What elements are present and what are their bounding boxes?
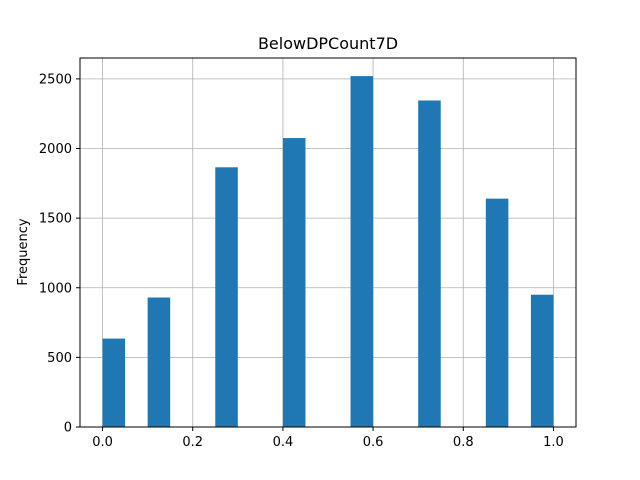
- x-tick-label-2: 0.4: [273, 435, 294, 450]
- histogram-bar-2: [215, 167, 238, 427]
- x-tick-label-0: 0.0: [92, 435, 113, 450]
- y-tick-label-1: 500: [47, 351, 72, 366]
- histogram-bar-1: [147, 297, 171, 427]
- chart-title: BelowDPCount7D: [258, 34, 398, 53]
- y-tick-label-2: 1000: [39, 281, 72, 296]
- x-tick-label-5: 1.0: [543, 435, 564, 450]
- plot-area-frame: [79, 57, 577, 428]
- histogram-bar-3: [282, 138, 306, 427]
- y-tick-label-3: 1500: [39, 212, 72, 227]
- histogram-bars: [102, 76, 554, 428]
- histogram-bar-6: [485, 198, 509, 427]
- histogram-bar-0: [102, 338, 126, 427]
- histogram-bar-5: [418, 100, 441, 427]
- y-tick-label-0: 0: [64, 421, 72, 436]
- y-axis-label: Frequency: [16, 218, 31, 285]
- x-tick-label-4: 0.8: [453, 435, 474, 450]
- x-tick-label-3: 0.6: [363, 435, 384, 450]
- y-tick-label-4: 2000: [39, 142, 72, 157]
- y-tick-label-5: 2500: [39, 72, 72, 87]
- axis-ticks: 0.0 0.2 0.4 0.6 0.8 1.0 0 500 1000 1500 2000 2500: [39, 72, 564, 450]
- histogram-bar-4: [350, 76, 374, 428]
- histogram-bar-7: [530, 294, 554, 427]
- x-tick-label-1: 0.2: [182, 435, 203, 450]
